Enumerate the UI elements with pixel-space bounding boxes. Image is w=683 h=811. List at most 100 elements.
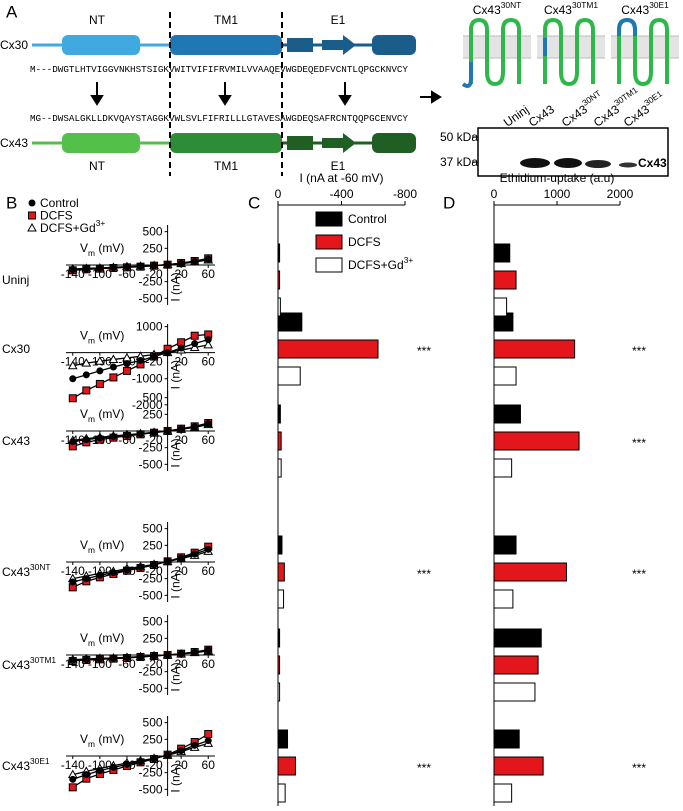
marker	[177, 554, 185, 562]
marker	[109, 569, 117, 577]
y-tick-label: 250	[143, 732, 163, 746]
y-axis-label: I (nA)	[169, 360, 183, 389]
significance: ***	[417, 761, 431, 775]
marker	[164, 427, 172, 435]
blot-lane-label-part: 30TM1	[612, 85, 639, 108]
bar	[277, 756, 296, 776]
x-tick-label: 60	[202, 758, 216, 772]
bar	[493, 366, 517, 386]
x-tick-label: 60	[202, 433, 216, 447]
domain-schematic	[32, 12, 442, 176]
marker	[191, 648, 199, 656]
chimeric-segment	[617, 17, 637, 36]
marker	[96, 655, 104, 663]
marker	[69, 438, 77, 446]
axis-title: I (nA at -60 mV)	[299, 171, 383, 185]
bar	[493, 404, 521, 424]
y-tick-label: 500	[143, 522, 163, 536]
x-tick-label: -140	[61, 564, 85, 578]
x-axis-label-part: V	[80, 631, 88, 645]
membrane	[611, 36, 679, 58]
marker	[191, 550, 199, 558]
panel-label: A	[6, 3, 18, 22]
western-blot	[472, 127, 669, 177]
marker	[137, 356, 144, 364]
bar	[493, 562, 567, 582]
x-tick-label: 20	[174, 355, 188, 369]
y-tick-label: -500	[139, 782, 163, 796]
marker	[96, 571, 104, 579]
marker	[82, 656, 90, 664]
x-axis-label: Vm (mV)	[80, 329, 124, 346]
x-axis-label: Vm (mV)	[80, 407, 124, 424]
marker	[204, 545, 212, 553]
group-label-part: Cx43	[2, 658, 30, 672]
marker	[69, 775, 77, 783]
bar	[277, 535, 283, 555]
marker	[137, 563, 144, 571]
y-tick-label: 500	[143, 716, 163, 730]
bar	[493, 783, 513, 803]
bar	[277, 297, 281, 317]
domain-label: E1	[331, 159, 346, 173]
bar	[493, 431, 580, 451]
x-axis-label-part: (mV)	[95, 538, 124, 552]
legend-label-part: Control	[348, 212, 387, 226]
marker	[150, 755, 158, 763]
marker	[82, 386, 91, 395]
marker	[69, 375, 77, 383]
group-label-part: 30E1	[30, 756, 50, 766]
bar	[277, 312, 303, 332]
y-tick-label: -1000	[132, 372, 163, 386]
domain-label: NT	[89, 159, 106, 173]
x-axis-label: Vm (mV)	[80, 538, 124, 555]
topology-label: Cx4330NT	[473, 0, 522, 17]
x-axis-label-part: (mV)	[95, 407, 124, 421]
bar	[493, 682, 536, 702]
group-label-part: Cx30	[2, 342, 30, 356]
legend-marker	[28, 199, 36, 207]
x-axis-label: Vm (mV)	[80, 631, 124, 648]
x-axis-label: Vm (mV)	[80, 241, 124, 258]
legend-label-part: DCFS+Gd	[40, 221, 96, 235]
x-tick-label: 20	[174, 657, 188, 671]
bar	[493, 655, 539, 675]
x-axis-label-part: (mV)	[95, 732, 124, 746]
y-tick-label: 250	[143, 407, 163, 421]
y-axis-label: I (nA)	[169, 569, 183, 598]
marker	[95, 379, 104, 388]
marker	[123, 566, 131, 574]
marker	[69, 266, 77, 274]
bar	[277, 783, 286, 803]
sequence: M---DWGTLHTVIGGVNKHSTSIGKVWITVIFIFRVMILV…	[30, 65, 409, 75]
x-axis-label-part: m	[88, 545, 95, 555]
marker	[82, 436, 90, 444]
domain-label: TM1	[214, 159, 238, 173]
x-tick-label: 20	[174, 564, 188, 578]
legend-label: DCFS	[348, 235, 381, 249]
group-label-part: 30NT	[30, 562, 50, 572]
bar	[277, 562, 285, 582]
marker	[109, 654, 117, 662]
chimeric-segment	[461, 62, 473, 88]
x-axis-label-part: m	[88, 414, 95, 424]
bar	[277, 339, 379, 359]
topology-label-part: 30E1	[649, 0, 669, 10]
y-tick-label: -250	[139, 572, 163, 586]
marker	[150, 561, 158, 569]
y-tick-label: -500	[139, 291, 163, 305]
x-tick-label: -20	[145, 267, 163, 281]
x-axis-label-part: m	[88, 739, 95, 749]
y-axis-label: I (nA)	[169, 763, 183, 792]
marker	[177, 650, 185, 658]
marker	[190, 331, 199, 340]
marker	[150, 353, 158, 361]
marker	[81, 358, 92, 367]
bar	[493, 535, 517, 555]
group-label: Cx4330E1	[2, 756, 50, 773]
y-tick-label: 500	[143, 391, 163, 405]
topology-label: Cx4330TM1	[544, 0, 598, 17]
y-tick-label: -500	[139, 588, 163, 602]
protein-topology	[469, 17, 521, 87]
bar	[277, 366, 301, 386]
